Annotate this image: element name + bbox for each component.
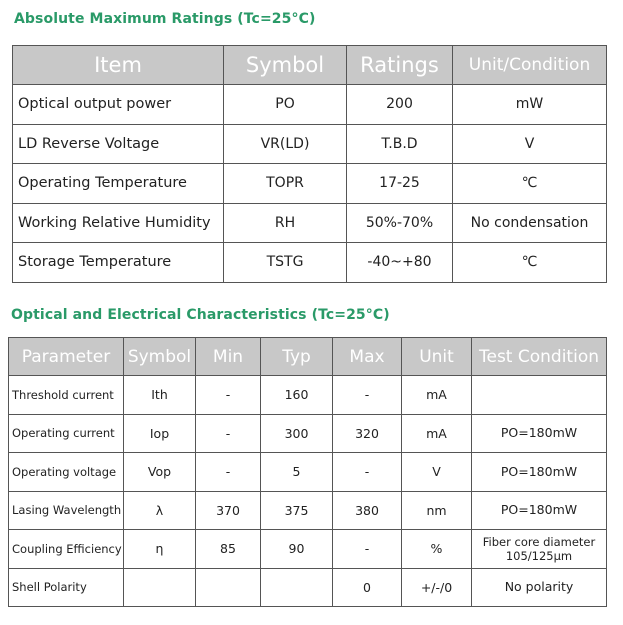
cell-max: -: [332, 452, 402, 492]
cell-symbol: Vop: [123, 452, 196, 492]
optical-electrical-table: Parameter Symbol Min Typ Max Unit Test C…: [8, 337, 607, 607]
cell-min: -: [195, 375, 261, 415]
cell-test-condition: [471, 375, 607, 415]
cell-item: Optical output power: [12, 84, 224, 125]
table-row: Operating current Iop - 300 320 mA PO=18…: [8, 413, 607, 453]
cell-max: 320: [332, 413, 402, 453]
table-row: Lasing Wavelength λ 370 375 380 nm PO=18…: [8, 490, 607, 530]
cell-rating: 200: [346, 84, 453, 125]
table-row: Storage Temperature TSTG -40~+80 ℃: [12, 242, 607, 283]
cell-symbol: PO: [223, 84, 347, 125]
table-row: Coupling Efficiency η 85 90 - % Fiber co…: [8, 529, 607, 569]
cell-unit: ℃: [452, 163, 607, 204]
cell-test-condition: Fiber core diameter 105/125μm: [471, 529, 607, 569]
cell-symbol: RH: [223, 202, 347, 243]
table-header-row: Item Symbol Ratings Unit/Condition: [12, 45, 607, 85]
cell-typ: 300: [260, 413, 333, 453]
cell-item: Operating Temperature: [12, 163, 224, 204]
cell-rating: 17-25: [346, 163, 453, 204]
cell-min: 85: [195, 529, 261, 569]
cell-unit: mA: [401, 413, 472, 453]
cell-parameter: Lasing Wavelength: [8, 490, 124, 530]
cell-unit: mA: [401, 375, 472, 415]
cell-parameter: Operating current: [8, 413, 124, 453]
section-title-optical-electrical: Optical and Electrical Characteristics (…: [11, 307, 390, 323]
header-ratings: Ratings: [346, 45, 453, 85]
header-unit: Unit: [401, 337, 472, 376]
cell-min: 370: [195, 490, 261, 530]
table-header-row: Parameter Symbol Min Typ Max Unit Test C…: [8, 337, 607, 376]
cell-symbol: Ith: [123, 375, 196, 415]
table-row: Operating Temperature TOPR 17-25 ℃: [12, 163, 607, 204]
cell-unit: V: [452, 123, 607, 164]
cell-symbol: TSTG: [223, 242, 347, 283]
cell-rating: T.B.D: [346, 123, 453, 164]
cell-symbol: Iop: [123, 413, 196, 453]
header-unit-condition: Unit/Condition: [452, 45, 607, 85]
table-row: Operating voltage Vop - 5 - V PO=180mW: [8, 452, 607, 492]
cell-unit: nm: [401, 490, 472, 530]
header-min: Min: [195, 337, 261, 376]
cell-min: -: [195, 413, 261, 453]
cell-symbol: λ: [123, 490, 196, 530]
cell-unit: No condensation: [452, 202, 607, 243]
cell-parameter: Coupling Efficiency: [8, 529, 124, 569]
cell-test-condition: PO=180mW: [471, 413, 607, 453]
absolute-max-ratings-table: Item Symbol Ratings Unit/Condition Optic…: [12, 45, 607, 283]
cell-typ: [260, 567, 333, 607]
cell-symbol: η: [123, 529, 196, 569]
cell-test-condition: PO=180mW: [471, 490, 607, 530]
cell-symbol: [123, 567, 196, 607]
header-max: Max: [332, 337, 402, 376]
cell-parameter: Threshold current: [8, 375, 124, 415]
cell-rating: 50%-70%: [346, 202, 453, 243]
table-row: Shell Polarity 0 +/-/0 No polarity: [8, 567, 607, 607]
cell-test-condition: No polarity: [471, 567, 607, 607]
cell-typ: 160: [260, 375, 333, 415]
header-typ: Typ: [260, 337, 333, 376]
header-symbol: Symbol: [123, 337, 196, 376]
cell-max: -: [332, 375, 402, 415]
header-symbol: Symbol: [223, 45, 347, 85]
cell-symbol: TOPR: [223, 163, 347, 204]
cell-parameter: Operating voltage: [8, 452, 124, 492]
cell-unit: V: [401, 452, 472, 492]
cell-parameter: Shell Polarity: [8, 567, 124, 607]
cell-unit: +/-/0: [401, 567, 472, 607]
cell-max: 0: [332, 567, 402, 607]
cell-item: Storage Temperature: [12, 242, 224, 283]
table-row: Working Relative Humidity RH 50%-70% No …: [12, 202, 607, 243]
cell-test-condition: PO=180mW: [471, 452, 607, 492]
cell-typ: 90: [260, 529, 333, 569]
cell-typ: 375: [260, 490, 333, 530]
cell-min: [195, 567, 261, 607]
cell-min: -: [195, 452, 261, 492]
cell-typ: 5: [260, 452, 333, 492]
cell-max: 380: [332, 490, 402, 530]
header-test-condition: Test Condition: [471, 337, 607, 376]
cell-item: LD Reverse Voltage: [12, 123, 224, 164]
cell-symbol: VR(LD): [223, 123, 347, 164]
header-item: Item: [12, 45, 224, 85]
cell-unit: mW: [452, 84, 607, 125]
table-row: LD Reverse Voltage VR(LD) T.B.D V: [12, 123, 607, 164]
cell-unit: %: [401, 529, 472, 569]
header-parameter: Parameter: [8, 337, 124, 376]
cell-rating: -40~+80: [346, 242, 453, 283]
cell-item: Working Relative Humidity: [12, 202, 224, 243]
cell-max: -: [332, 529, 402, 569]
table-row: Optical output power PO 200 mW: [12, 84, 607, 125]
section-title-absolute-max-ratings: Absolute Maximum Ratings (Tc=25°C): [14, 11, 316, 27]
cell-unit: ℃: [452, 242, 607, 283]
table-row: Threshold current Ith - 160 - mA: [8, 375, 607, 415]
